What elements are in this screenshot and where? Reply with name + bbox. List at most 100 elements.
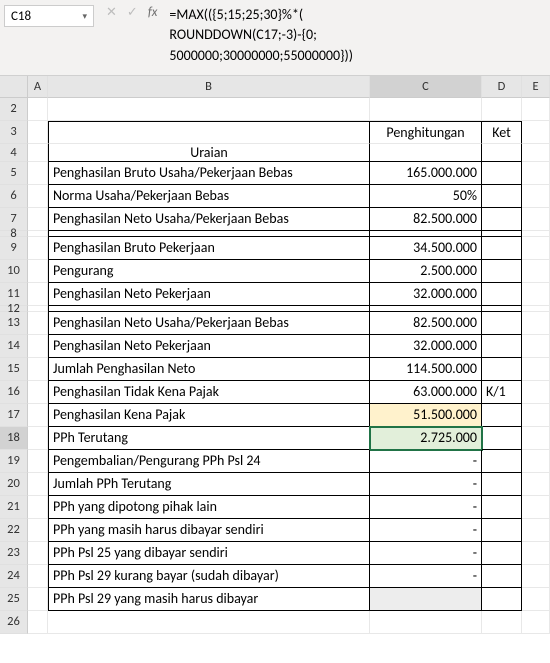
uraian-row-19[interactable]: Pengembalian/Pengurang PPh Psl 24 bbox=[48, 450, 370, 473]
col-header-B[interactable]: B bbox=[48, 76, 370, 98]
header-uraian[interactable]: Uraian bbox=[48, 144, 370, 162]
cell-C2[interactable] bbox=[370, 98, 482, 121]
cell-D26[interactable] bbox=[482, 611, 522, 634]
row-header-18[interactable]: 18 bbox=[0, 427, 28, 450]
cell-E15[interactable] bbox=[522, 358, 550, 381]
value-row-24[interactable]: - bbox=[370, 565, 482, 588]
cell-E6[interactable] bbox=[522, 185, 550, 208]
uraian-row-9[interactable]: Penghasilan Bruto Pekerjaan bbox=[48, 237, 370, 260]
uraian-row-21[interactable]: PPh yang dipotong pihak lain bbox=[48, 496, 370, 519]
value-row-10[interactable]: 2.500.000 bbox=[370, 260, 482, 283]
cell-E11[interactable] bbox=[522, 283, 550, 306]
row-header-14[interactable]: 14 bbox=[0, 335, 28, 358]
row-header-17[interactable]: 17 bbox=[0, 404, 28, 427]
formula-text[interactable]: =MAX(({5;15;25;30}%*( ROUNDDOWN(C17;-3)-… bbox=[165, 3, 550, 72]
cell-C4[interactable] bbox=[370, 144, 482, 162]
cell-A24[interactable] bbox=[28, 565, 48, 588]
value-row-19[interactable]: - bbox=[370, 450, 482, 473]
ket-row-25[interactable] bbox=[482, 588, 522, 611]
col-header-A[interactable]: A bbox=[28, 76, 48, 98]
cell-E2[interactable] bbox=[522, 98, 550, 121]
cell-E14[interactable] bbox=[522, 335, 550, 358]
cell-E24[interactable] bbox=[522, 565, 550, 588]
ket-row-9[interactable] bbox=[482, 237, 522, 260]
row-header-23[interactable]: 23 bbox=[0, 542, 28, 565]
uraian-row-15[interactable]: Jumlah Penghasilan Neto bbox=[48, 358, 370, 381]
cell-A6[interactable] bbox=[28, 185, 48, 208]
cell-D2[interactable] bbox=[482, 98, 522, 121]
cell-E7[interactable] bbox=[522, 208, 550, 231]
cell-E9[interactable] bbox=[522, 237, 550, 260]
cell-A3[interactable] bbox=[28, 121, 48, 144]
value-row-5[interactable]: 165.000.000 bbox=[370, 162, 482, 185]
ket-row-23[interactable] bbox=[482, 542, 522, 565]
cell-A26[interactable] bbox=[28, 611, 48, 634]
cell-A11[interactable] bbox=[28, 283, 48, 306]
row-header-20[interactable]: 20 bbox=[0, 473, 28, 496]
uraian-row-6[interactable]: Norma Usaha/Pekerjaan Bebas bbox=[48, 185, 370, 208]
row-header-16[interactable]: 16 bbox=[0, 381, 28, 404]
cell-E19[interactable] bbox=[522, 450, 550, 473]
value-row-25[interactable] bbox=[370, 588, 482, 611]
cell-A21[interactable] bbox=[28, 496, 48, 519]
ket-row-22[interactable] bbox=[482, 519, 522, 542]
cell-A15[interactable] bbox=[28, 358, 48, 381]
cell-C26[interactable] bbox=[370, 611, 482, 634]
uraian-row-25[interactable]: PPh Psl 29 yang masih harus dibayar bbox=[48, 588, 370, 611]
cell-A9[interactable] bbox=[28, 237, 48, 260]
ket-row-6[interactable] bbox=[482, 185, 522, 208]
uraian-row-11[interactable]: Penghasilan Neto Pekerjaan bbox=[48, 283, 370, 306]
cell-B2[interactable] bbox=[48, 98, 370, 121]
header-penghitungan[interactable]: Penghitungan bbox=[370, 121, 482, 144]
value-row-18[interactable]: 2.725.000 bbox=[370, 427, 482, 450]
ket-row-14[interactable] bbox=[482, 335, 522, 358]
cell-A20[interactable] bbox=[28, 473, 48, 496]
cell-E23[interactable] bbox=[522, 542, 550, 565]
cell-E13[interactable] bbox=[522, 312, 550, 335]
row-header-24[interactable]: 24 bbox=[0, 565, 28, 588]
row-header-15[interactable]: 15 bbox=[0, 358, 28, 381]
cell-A25[interactable] bbox=[28, 588, 48, 611]
cell-A23[interactable] bbox=[28, 542, 48, 565]
row-header-26[interactable]: 26 bbox=[0, 611, 28, 634]
enter-icon[interactable]: ✓ bbox=[127, 5, 138, 20]
cell-A22[interactable] bbox=[28, 519, 48, 542]
cell-E17[interactable] bbox=[522, 404, 550, 427]
cell-A19[interactable] bbox=[28, 450, 48, 473]
value-row-23[interactable]: - bbox=[370, 542, 482, 565]
ket-row-5[interactable] bbox=[482, 162, 522, 185]
cell-E25[interactable] bbox=[522, 588, 550, 611]
value-row-11[interactable]: 32.000.000 bbox=[370, 283, 482, 306]
row-header-22[interactable]: 22 bbox=[0, 519, 28, 542]
row-header-2[interactable]: 2 bbox=[0, 98, 28, 121]
row-header-10[interactable]: 10 bbox=[0, 260, 28, 283]
uraian-row-23[interactable]: PPh Psl 25 yang dibayar sendiri bbox=[48, 542, 370, 565]
ket-row-15[interactable] bbox=[482, 358, 522, 381]
col-header-C[interactable]: C bbox=[370, 76, 482, 98]
name-box[interactable]: C18 ▾ bbox=[4, 5, 94, 27]
uraian-row-13[interactable]: Penghasilan Neto Usaha/Pekerjaan Bebas bbox=[48, 312, 370, 335]
row-header-25[interactable]: 25 bbox=[0, 588, 28, 611]
cell-A10[interactable] bbox=[28, 260, 48, 283]
ket-row-18[interactable] bbox=[482, 427, 522, 450]
value-row-9[interactable]: 34.500.000 bbox=[370, 237, 482, 260]
ket-row-24[interactable] bbox=[482, 565, 522, 588]
ket-row-10[interactable] bbox=[482, 260, 522, 283]
fx-icon[interactable]: fx bbox=[148, 5, 158, 20]
cell-A2[interactable] bbox=[28, 98, 48, 121]
row-header-4[interactable]: 4 bbox=[0, 144, 28, 162]
cell-E26[interactable] bbox=[522, 611, 550, 634]
ket-row-17[interactable] bbox=[482, 404, 522, 427]
value-row-17[interactable]: 51.500.000 bbox=[370, 404, 482, 427]
row-header-9[interactable]: 9 bbox=[0, 237, 28, 260]
row-header-13[interactable]: 13 bbox=[0, 312, 28, 335]
cell-B3[interactable] bbox=[48, 121, 370, 144]
uraian-row-24[interactable]: PPh Psl 29 kurang bayar (sudah dibayar) bbox=[48, 565, 370, 588]
header-ket[interactable]: Ket bbox=[482, 121, 522, 144]
cell-E20[interactable] bbox=[522, 473, 550, 496]
col-header-E[interactable]: E bbox=[522, 76, 550, 98]
value-row-14[interactable]: 32.000.000 bbox=[370, 335, 482, 358]
uraian-row-14[interactable]: Penghasilan Neto Pekerjaan bbox=[48, 335, 370, 358]
value-row-16[interactable]: 63.000.000 bbox=[370, 381, 482, 404]
cell-A18[interactable] bbox=[28, 427, 48, 450]
